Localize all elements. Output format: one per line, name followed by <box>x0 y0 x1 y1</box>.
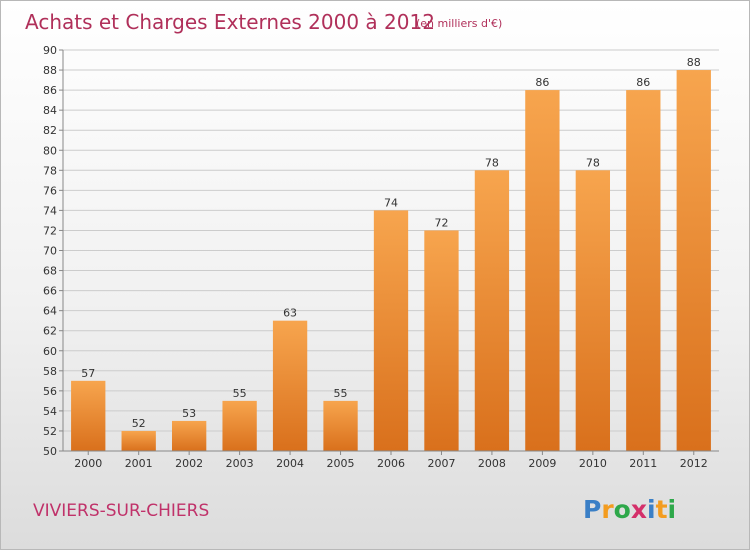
data-label-2008: 78 <box>485 156 499 169</box>
chart-title: Achats et Charges Externes 2000 à 2012 <box>25 10 435 34</box>
data-label-2007: 72 <box>434 216 448 229</box>
bar-2006 <box>373 210 409 451</box>
x-tick-label-2012: 2012 <box>680 457 708 470</box>
x-tick-label-2003: 2003 <box>226 457 254 470</box>
bar-2007 <box>424 230 459 451</box>
bar-2011 <box>626 90 661 451</box>
logo-letter: i <box>647 495 656 524</box>
data-label-2006: 74 <box>384 196 398 209</box>
bar-2004 <box>272 320 308 451</box>
x-tick-label-2011: 2011 <box>629 457 657 470</box>
bar-2002 <box>171 420 207 451</box>
y-tick-label: 58 <box>43 365 57 378</box>
x-tick-label-2001: 2001 <box>125 457 153 470</box>
y-tick-label: 64 <box>43 305 57 318</box>
y-tick-label: 62 <box>43 325 57 338</box>
y-tick-label: 56 <box>43 385 57 398</box>
bar-2010 <box>575 170 611 452</box>
y-tick-label: 84 <box>43 104 57 117</box>
y-tick-label: 68 <box>43 265 57 278</box>
bar-2000 <box>71 380 106 451</box>
data-label-2002: 53 <box>182 407 196 420</box>
data-label-2000: 57 <box>81 367 95 380</box>
x-tick-label-2008: 2008 <box>478 457 506 470</box>
y-tick-label: 70 <box>43 245 57 258</box>
x-tick-label-2010: 2010 <box>579 457 607 470</box>
data-label-2012: 88 <box>687 56 701 69</box>
data-label-2011: 86 <box>636 76 650 89</box>
chart-subtitle: (en milliers d'€) <box>416 17 502 30</box>
y-tick-label: 60 <box>43 345 57 358</box>
y-tick-label: 76 <box>43 184 57 197</box>
y-tick-label: 74 <box>43 204 57 217</box>
y-tick-label: 54 <box>43 405 57 418</box>
y-tick-label: 50 <box>43 445 57 458</box>
x-tick-label-2007: 2007 <box>427 457 455 470</box>
logo-letter: P <box>583 495 601 524</box>
data-label-2005: 55 <box>334 387 348 400</box>
y-tick-label: 88 <box>43 64 57 77</box>
y-tick-label: 82 <box>43 124 57 137</box>
commune-name: VIVIERS-SUR-CHIERS <box>33 501 209 521</box>
logo-letter: o <box>614 495 631 524</box>
bar-2012 <box>676 70 711 452</box>
bar-2005 <box>323 400 358 451</box>
logo-letter: x <box>631 495 647 524</box>
logo-letter: t <box>656 495 668 524</box>
x-tick-label-2000: 2000 <box>74 457 102 470</box>
bar-2001 <box>121 430 156 451</box>
data-label-2010: 78 <box>586 156 600 169</box>
data-label-2001: 52 <box>132 417 146 430</box>
axes: 50 52 54 56 58 60 62 64 66 68 70 72 74 76 78 80 82 84 86 88… <box>43 44 719 470</box>
data-label-2004: 63 <box>283 307 297 320</box>
data-label-2003: 55 <box>233 387 247 400</box>
y-tick-label: 80 <box>43 144 57 157</box>
data-label-2009: 86 <box>535 76 549 89</box>
proxiti-logo: Proxiti <box>583 495 676 524</box>
bars: 57 52 53 55 63 55 74 72 78 86 78 86 88 <box>71 56 711 452</box>
x-tick-label-2009: 2009 <box>528 457 556 470</box>
x-tick-label-2004: 2004 <box>276 457 304 470</box>
logo-letter: r <box>601 495 614 524</box>
y-tick-label: 52 <box>43 425 57 438</box>
bar-2008 <box>474 170 510 452</box>
x-tick-label-2006: 2006 <box>377 457 405 470</box>
bar-2003 <box>222 400 257 451</box>
y-tick-label: 66 <box>43 285 57 298</box>
y-tick-label: 86 <box>43 84 57 97</box>
y-tick-label: 72 <box>43 224 57 237</box>
y-tick-label: 90 <box>43 44 57 57</box>
bar-2009 <box>525 90 560 451</box>
x-tick-label-2002: 2002 <box>175 457 203 470</box>
y-tick-label: 78 <box>43 164 57 177</box>
x-tick-label-2005: 2005 <box>327 457 355 470</box>
logo-letter: i <box>668 495 677 524</box>
